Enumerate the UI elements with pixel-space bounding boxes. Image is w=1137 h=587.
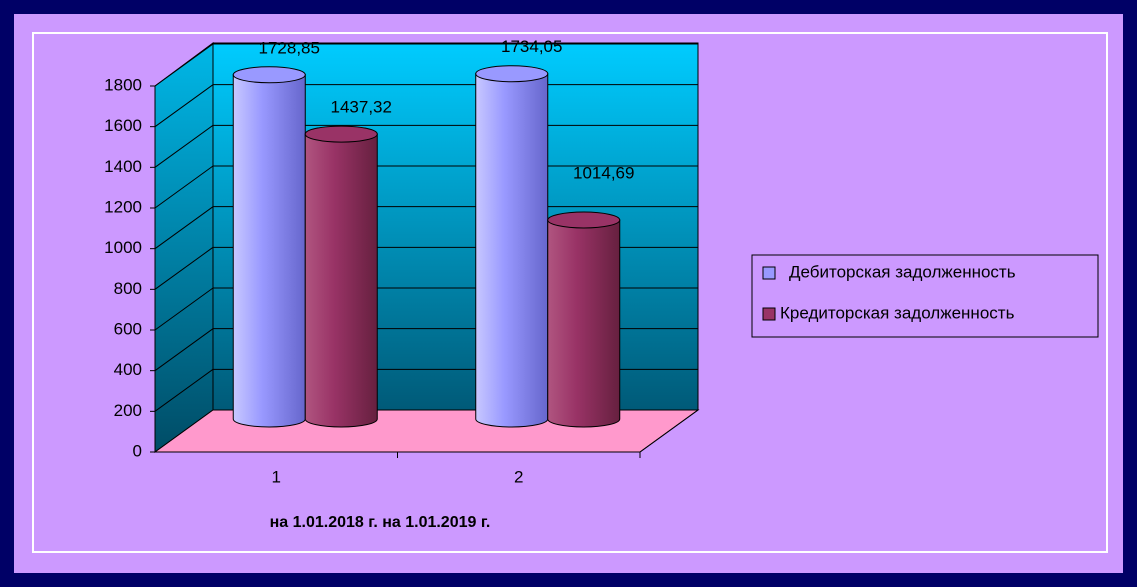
legend-swatch (762, 266, 776, 280)
cylinder-top (304, 125, 378, 143)
grid-line (154, 328, 214, 372)
x-tick-label: 1 (272, 467, 281, 486)
y-tick-label: 1000 (104, 238, 142, 257)
cylinder-top (232, 66, 306, 84)
grid-line (154, 84, 214, 128)
legend (751, 254, 1099, 338)
cylinder (304, 133, 378, 428)
y-tick-label: 600 (114, 319, 142, 338)
y-tick-label: 1800 (104, 75, 142, 94)
value-label: 1734,05 (501, 37, 562, 56)
x-tick-label: 2 (514, 467, 523, 486)
legend-label: Кредиторская задолженность (780, 303, 1015, 322)
y-tick-label: 0 (133, 441, 142, 460)
y-tick-label: 800 (114, 279, 142, 298)
grid-line (154, 206, 214, 250)
y-tick-label: 1600 (104, 116, 142, 135)
cylinder-top (547, 211, 621, 229)
value-label: 1728,85 (259, 38, 320, 57)
inner-border (32, 32, 1108, 553)
y-tick-label: 200 (114, 401, 142, 420)
value-label: 1014,69 (573, 163, 634, 182)
x-axis-depth (639, 409, 699, 453)
y-tick-label: 400 (114, 360, 142, 379)
value-label: 1437,32 (331, 98, 392, 117)
legend-swatch (762, 307, 776, 321)
x-axis-title: на 1.01.2018 г. на 1.01.2019 г. (270, 514, 491, 531)
cylinder (232, 74, 306, 428)
grid-line (154, 165, 214, 209)
legend-label: Дебиторская задолженность (789, 262, 1016, 281)
grid-line (154, 43, 214, 87)
y-tick-label: 1200 (104, 197, 142, 216)
cylinder (475, 73, 549, 428)
cylinder-top (475, 65, 549, 83)
grid-line (154, 124, 214, 168)
cylinder (547, 219, 621, 428)
grid-line (154, 368, 214, 412)
grid-line (154, 287, 214, 331)
y-tick-label: 1400 (104, 157, 142, 176)
grid-line (154, 246, 214, 290)
